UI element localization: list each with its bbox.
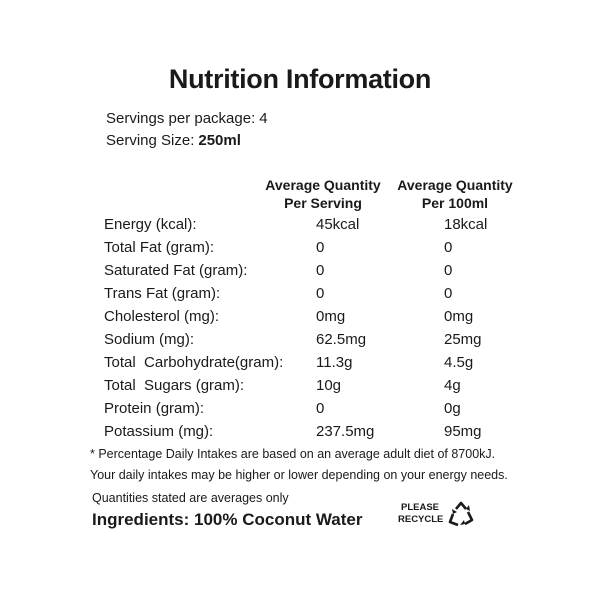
nutrient-row-sugars: Total Sugars (gram): 10g 4g xyxy=(104,377,524,399)
nutrient-name: Potassium (mg): xyxy=(104,423,214,440)
nutrient-row-potassium: Potassium (mg): 237.5mg 95mg xyxy=(104,423,524,445)
nutrient-row-protein: Protein (gram): 0 0g xyxy=(104,400,524,422)
nutrient-name: Total Sugars (gram): xyxy=(104,377,245,394)
ingredients: Ingredients: 100% Coconut Water xyxy=(92,510,363,529)
nutrient-row-saturated-fat: Saturated Fat (gram): 0 0 xyxy=(104,262,524,284)
please-recycle-mark: PLEASE RECYCLE xyxy=(398,498,482,534)
value-per-100ml: 0g xyxy=(444,400,461,417)
nutrient-name: Sodium (mg): xyxy=(104,331,195,348)
value-per-100ml: 4g xyxy=(444,377,461,394)
footnote-energy-needs: Your daily intakes may be higher or lowe… xyxy=(90,468,508,482)
nutrient-row-energy: Energy (kcal): 45kcal 18kcal xyxy=(104,216,524,238)
value-per-100ml: 4.5g xyxy=(444,354,474,371)
footnote-daily-intakes: * Percentage Daily Intakes are based on … xyxy=(90,447,496,461)
value-per-100ml: 25mg xyxy=(444,331,482,348)
nutrient-row-total-fat: Total Fat (gram): 0 0 xyxy=(104,239,524,261)
nutrient-name: Total Fat (gram): xyxy=(104,239,215,256)
serving-size-label: Serving Size: xyxy=(106,132,195,149)
value-per-serving: 0 xyxy=(316,285,325,302)
value-per-serving: 0 xyxy=(316,239,325,256)
value-per-serving: 237.5mg xyxy=(316,423,375,440)
value-per-serving: 0mg xyxy=(316,308,346,325)
nutrient-row-cholesterol: Cholesterol (mg): 0mg 0mg xyxy=(104,308,524,330)
nutrient-name: Protein (gram): xyxy=(104,400,205,417)
value-per-serving: 0 xyxy=(316,262,325,279)
nutrient-name: Trans Fat (gram): xyxy=(104,285,221,302)
value-per-serving: 10g xyxy=(316,377,342,394)
value-per-100ml: 0 xyxy=(444,285,453,302)
servings-per-package-value: 4 xyxy=(259,110,268,127)
recycle-icon xyxy=(448,501,474,527)
value-per-serving: 45kcal xyxy=(316,216,360,233)
serving-size: Serving Size: 250ml xyxy=(106,132,241,149)
value-per-serving: 0 xyxy=(316,400,325,417)
nutrient-row-sodium: Sodium (mg): 62.5mg 25mg xyxy=(104,331,524,353)
nutrient-row-trans-fat: Trans Fat (gram): 0 0 xyxy=(104,285,524,307)
label-title: Nutrition Information xyxy=(168,64,432,94)
averages-note: Quantities stated are averages only xyxy=(92,491,289,505)
nutrient-row-carbohydrate: Total Carbohydrate(gram): 11.3g 4.5g xyxy=(104,354,524,376)
value-per-100ml: 0 xyxy=(444,262,453,279)
serving-size-value: 250ml xyxy=(198,132,241,149)
nutrient-name: Saturated Fat (gram): xyxy=(104,262,248,279)
nutrient-name: Cholesterol (mg): xyxy=(104,308,220,325)
column-header-per-100ml: Average Quantity Per 100ml xyxy=(397,177,513,211)
value-per-100ml: 95mg xyxy=(444,423,482,440)
nutrient-name: Energy (kcal): xyxy=(104,216,197,233)
nutrient-name: Total Carbohydrate(gram): xyxy=(104,354,284,371)
column-header-per-serving: Average Quantity Per Serving xyxy=(265,177,381,211)
recycle-text: PLEASE RECYCLE xyxy=(398,502,444,525)
value-per-serving: 11.3g xyxy=(316,354,353,371)
servings-per-package-label: Servings per package: xyxy=(106,110,256,127)
value-per-serving: 62.5mg xyxy=(316,331,367,348)
value-per-100ml: 0mg xyxy=(444,308,474,325)
servings-per-package: Servings per package: 4 xyxy=(106,110,268,127)
value-per-100ml: 0 xyxy=(444,239,453,256)
value-per-100ml: 18kcal xyxy=(444,216,488,233)
